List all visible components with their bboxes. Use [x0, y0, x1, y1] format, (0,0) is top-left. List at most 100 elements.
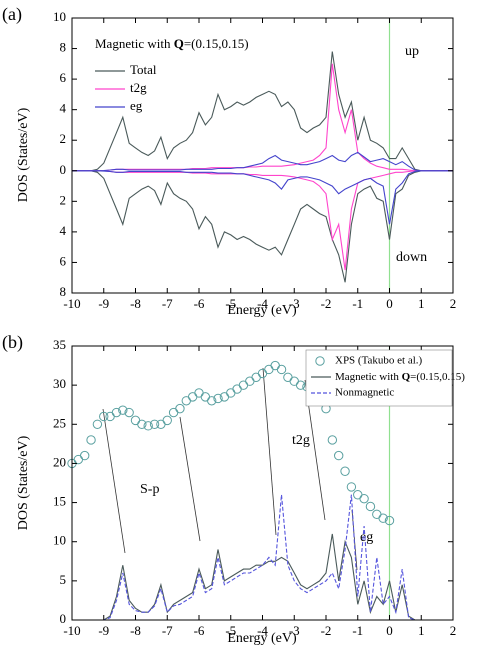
- dos-line: [72, 51, 453, 172]
- x-axis-label: Energy (eV): [227, 631, 297, 646]
- legend-label-part: Magnetic with: [335, 371, 402, 383]
- xps-point: [73, 454, 84, 465]
- xps-point: [340, 466, 350, 476]
- x-tick-label: 2: [450, 296, 457, 311]
- xps-point: [270, 360, 280, 371]
- dos-line: [72, 494, 453, 621]
- x-tick-label: -9: [98, 623, 109, 638]
- y-tick-label: 10: [53, 9, 66, 24]
- xps-point: [181, 396, 192, 406]
- y-tick-label: 8: [60, 284, 67, 299]
- xps-point: [111, 407, 122, 418]
- x-tick-label: 0: [386, 296, 393, 311]
- x-tick-label: -1: [352, 623, 363, 638]
- y-tick-label: 30: [53, 376, 66, 391]
- y-tick-label: 5: [60, 572, 67, 587]
- x-axis-label: Energy (eV): [227, 303, 297, 318]
- xps-point: [346, 482, 357, 492]
- x-tick-label: -4: [257, 623, 268, 638]
- x-tick-label: 0: [386, 623, 393, 638]
- dos-line: [72, 151, 453, 172]
- xps-point: [372, 509, 382, 520]
- legend-box: [305, 349, 453, 407]
- x-tick-label: -6: [194, 623, 205, 638]
- y-tick-label: 4: [60, 223, 67, 238]
- y-tick-label: 10: [53, 533, 66, 548]
- x-tick-label: 1: [418, 296, 425, 311]
- up-label: up: [405, 44, 419, 59]
- xps-point: [238, 380, 249, 390]
- y-axis-label: DOS (States/eV): [16, 435, 31, 530]
- legend-label: XPS (Takubo et al.): [335, 355, 423, 367]
- xps-point: [149, 419, 160, 429]
- xps-point: [213, 393, 223, 404]
- xps-point: [80, 450, 90, 461]
- xps-point: [99, 411, 109, 422]
- xps-point: [384, 515, 395, 526]
- xps-point: [92, 419, 103, 429]
- panel-label: (a): [2, 4, 22, 25]
- dos-line: [72, 533, 453, 621]
- annotation: t2g: [292, 433, 310, 448]
- xps-point: [207, 396, 217, 406]
- x-tick-label: -5: [225, 296, 236, 311]
- x-tick-label: -6: [194, 296, 205, 311]
- dos-line: [72, 170, 453, 283]
- xps-point: [359, 493, 369, 504]
- x-tick-label: -2: [321, 296, 332, 311]
- xps-point: [276, 364, 287, 375]
- xps-point: [264, 364, 274, 375]
- xps-point: [124, 407, 134, 418]
- legend-label: Total: [130, 62, 157, 77]
- x-tick-label: -9: [98, 296, 109, 311]
- xps-point: [232, 384, 242, 394]
- x-tick-label: -3: [289, 296, 300, 311]
- x-tick-label: -7: [162, 296, 173, 311]
- xps-point: [295, 380, 306, 390]
- xps-point: [200, 392, 211, 402]
- legend-label-part: Q: [402, 371, 411, 383]
- y-axis-label: DOS (States/eV): [16, 107, 31, 202]
- xps-point: [327, 435, 338, 445]
- x-tick-label: -10: [63, 623, 80, 638]
- y-tick-label: 15: [53, 494, 66, 509]
- legend-label-part: =(0.15,0.15): [410, 371, 465, 383]
- xps-point: [130, 415, 141, 426]
- x-tick-label: -5: [225, 623, 236, 638]
- leader-line: [262, 367, 277, 536]
- y-tick-label: 6: [60, 70, 67, 85]
- xps-point: [168, 407, 179, 418]
- xps-point: [353, 490, 363, 500]
- x-tick-label: 1: [418, 623, 425, 638]
- panel-label: (b): [2, 332, 23, 353]
- annotation-part: Q: [174, 36, 184, 51]
- xps-point: [156, 419, 166, 429]
- x-tick-label: -10: [63, 296, 80, 311]
- annotation-part: Magnetic with: [95, 36, 174, 51]
- xps-point: [251, 372, 261, 383]
- y-tick-label: 8: [60, 40, 67, 55]
- annotation: Magnetic with Q=(0.15,0.15): [95, 36, 249, 51]
- annotation: eg: [360, 530, 373, 545]
- y-tick-label: 6: [60, 253, 67, 268]
- x-tick-label: 2: [450, 623, 457, 638]
- xps-point: [283, 372, 293, 383]
- xps-point: [226, 388, 236, 398]
- xps-point: [194, 388, 204, 398]
- legend-label: t2g: [130, 80, 147, 95]
- y-tick-label: 35: [53, 337, 66, 352]
- xps-point: [289, 376, 299, 386]
- y-tick-label: 2: [60, 131, 67, 146]
- x-tick-label: -3: [289, 623, 300, 638]
- xps-point: [118, 405, 128, 415]
- xps-point: [365, 501, 376, 512]
- y-tick-label: 2: [60, 192, 67, 207]
- xps-point: [378, 513, 388, 523]
- dos-line: [72, 63, 453, 172]
- xps-point: [334, 450, 344, 461]
- y-tick-label: 20: [53, 454, 66, 469]
- xps-point: [105, 411, 115, 422]
- xps-point: [175, 403, 185, 414]
- y-tick-label: 4: [60, 101, 67, 116]
